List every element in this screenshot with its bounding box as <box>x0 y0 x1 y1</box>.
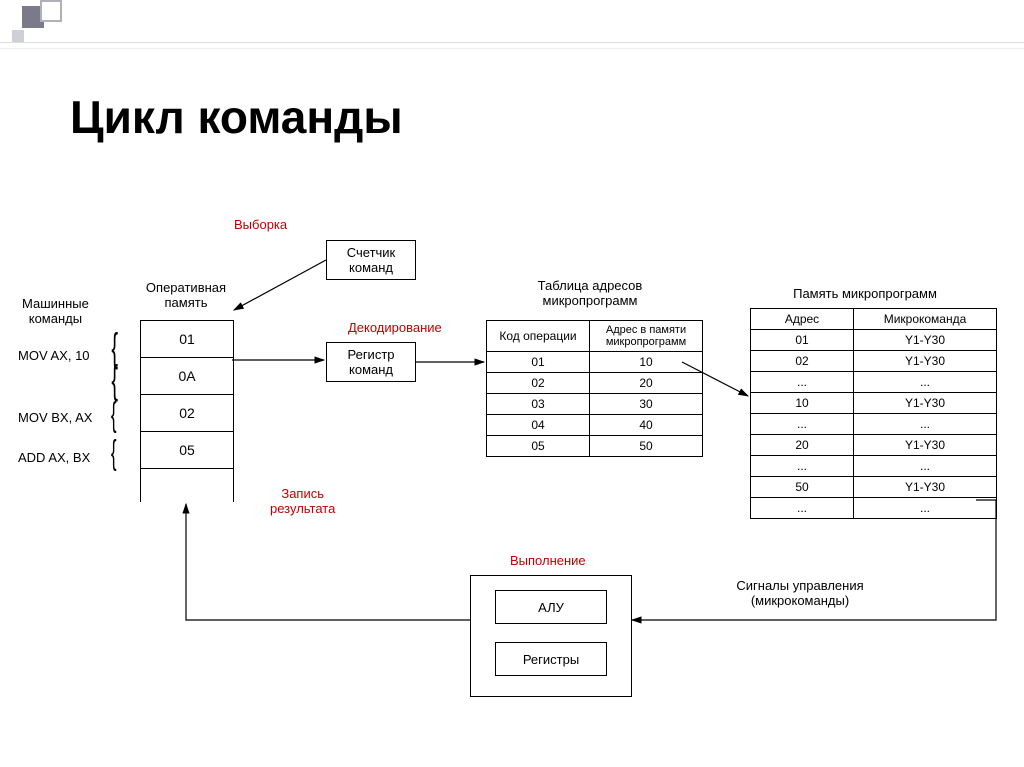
ram-cell: 05 <box>141 432 233 468</box>
fetch-label: Выборка <box>234 217 287 232</box>
micro-th1: Адрес <box>751 309 854 330</box>
cell: 20 <box>751 435 854 456</box>
ram-cell: 01 <box>141 321 233 358</box>
cell: 50 <box>590 436 703 457</box>
cell: 40 <box>590 415 703 436</box>
cell: 01 <box>487 352 590 373</box>
cell: 30 <box>590 394 703 415</box>
ram-open-bottom <box>140 464 234 502</box>
cell: ... <box>854 498 997 519</box>
cell: 10 <box>751 393 854 414</box>
cell: 50 <box>751 477 854 498</box>
ram-cells: 01 0A 02 05 <box>140 320 234 469</box>
cell: ... <box>751 498 854 519</box>
execute-label: Выполнение <box>510 553 586 568</box>
page-title: Цикл команды <box>70 90 403 144</box>
cell: Y1-Y30 <box>854 393 997 414</box>
cell: Y1-Y30 <box>854 477 997 498</box>
decode-label: Декодирование <box>348 320 442 335</box>
asm-mov2: MOV BX, AX <box>18 410 92 425</box>
cell: ... <box>751 372 854 393</box>
cell: Y1-Y30 <box>854 330 997 351</box>
rule-2 <box>0 48 1024 49</box>
signals-label: Сигналы управления (микрокоманды) <box>700 578 900 608</box>
ram-label: Оперативная память <box>140 280 232 310</box>
cell: 05 <box>487 436 590 457</box>
cell: 10 <box>590 352 703 373</box>
brace-1b: { <box>111 360 118 400</box>
asm-mov1: MOV AX, 10 <box>18 348 90 363</box>
asm-add: ADD AX, BX <box>18 450 90 465</box>
cell: 20 <box>590 373 703 394</box>
cell: ... <box>751 414 854 435</box>
ram-cell: 0A <box>141 358 233 395</box>
addr-th1: Код операции <box>487 321 590 352</box>
brace-3: { <box>111 436 117 470</box>
ram-cell: 02 <box>141 395 233 432</box>
brace-2: { <box>111 398 117 432</box>
machine-commands-label: Машинные команды <box>22 296 89 326</box>
cell: 02 <box>751 351 854 372</box>
address-table: Код операции Адрес в памяти микропрограм… <box>486 320 703 457</box>
cell: 01 <box>751 330 854 351</box>
cell: ... <box>751 456 854 477</box>
registers-box: Регистры <box>495 642 607 676</box>
instruction-register: Регистр команд <box>326 342 416 382</box>
addr-table-title: Таблица адресов микропрограмм <box>500 278 680 308</box>
micro-th2: Микрокоманда <box>854 309 997 330</box>
cell: 03 <box>487 394 590 415</box>
alu-box: АЛУ <box>495 590 607 624</box>
cell: Y1-Y30 <box>854 351 997 372</box>
program-counter: Счетчик команд <box>326 240 416 280</box>
micro-mem-title: Память микропрограмм <box>750 286 980 301</box>
cell: ... <box>854 456 997 477</box>
addr-th2: Адрес в памяти микропрограмм <box>590 321 703 352</box>
write-result-label: Запись результата <box>270 486 335 516</box>
cell: Y1-Y30 <box>854 435 997 456</box>
cell: ... <box>854 414 997 435</box>
cell: ... <box>854 372 997 393</box>
cell: 02 <box>487 373 590 394</box>
cell: 04 <box>487 415 590 436</box>
execute-container: АЛУ Регистры <box>470 575 632 697</box>
rule-1 <box>0 42 1024 43</box>
micro-table: Адрес Микрокоманда 01Y1-Y30 02Y1-Y30 ...… <box>750 308 997 519</box>
